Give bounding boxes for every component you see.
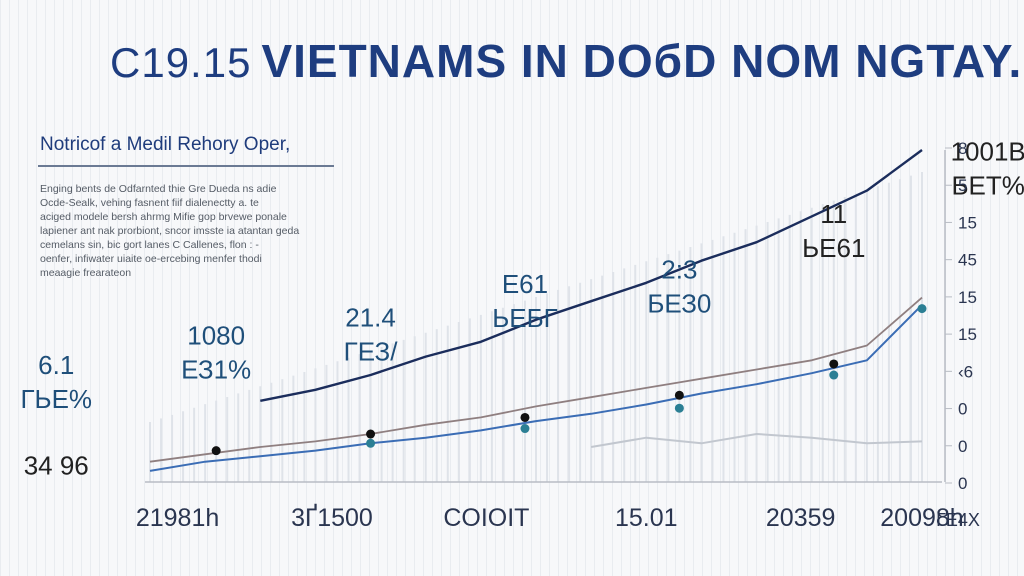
annotation-label: 1080	[187, 321, 245, 351]
annotation-label: 2:3	[661, 254, 697, 284]
blurb-line: oenfer, infiwater uiaite oe-ercebing men…	[40, 253, 262, 265]
y-tick-label: ‹6	[958, 362, 973, 381]
data-point-marker	[917, 304, 927, 314]
annotation-label: 1001B	[951, 136, 1024, 166]
blurb-line: Ocde-Sealk, vehing fasnent fiif dialenec…	[40, 197, 259, 209]
data-annotation: 1001B БЕТ%	[951, 136, 1024, 200]
series-line-blue-line	[149, 304, 923, 472]
data-point-marker	[520, 424, 530, 434]
data-point-marker	[366, 438, 376, 448]
series-line-top-trend	[260, 149, 923, 402]
annotation-label: ГЬЕ%	[20, 384, 92, 414]
x-tick-label: 21981h	[136, 504, 219, 532]
data-point-marker	[674, 403, 684, 413]
annotation-label: 21.4	[345, 302, 396, 332]
chart-subtitle: Notricof a Medil Rehory Oper,	[40, 134, 291, 155]
annotation-label: 11	[820, 199, 847, 229]
y-tick-label: 45	[958, 251, 977, 270]
y-tick-label: 15	[958, 213, 977, 232]
subtitle-divider	[38, 165, 334, 167]
x-tick-label: 3Ґ1500	[291, 503, 373, 532]
y-tick-label: 0	[958, 400, 967, 419]
title-text: VIETNAMS IN DOбD NOM NGTAY.	[261, 35, 1023, 87]
series-line-grey-line	[590, 433, 923, 448]
blurb-line: Enging bents de Odfarnted thie Gre Dueda…	[40, 183, 277, 195]
x-tick-label: 15.01	[615, 504, 678, 532]
annotation-label: БЕТ%	[951, 170, 1024, 200]
title-number: С19.15	[110, 39, 252, 86]
data-annotation: 34 96	[24, 451, 89, 481]
annotation-label: 6.1	[38, 350, 74, 380]
grid-layer	[149, 172, 923, 482]
data-point-marker	[211, 446, 221, 456]
markers-layer	[211, 304, 927, 456]
annotation-label: ЬЕ61	[802, 233, 865, 263]
x-tick-label: 20359	[766, 504, 836, 532]
annotation-label: ЬЕБГ	[492, 303, 558, 333]
annotation-label: ГЕЗ/	[344, 336, 399, 366]
data-point-marker	[366, 429, 376, 439]
data-point-marker	[674, 390, 684, 400]
data-annotation: 1080 ЕЗ1%	[181, 321, 251, 385]
annotation-label: БЕЗ0	[647, 288, 711, 318]
data-annotation: 11 ЬЕ61	[802, 199, 865, 263]
data-point-marker	[829, 359, 839, 369]
x-tick-label: ГЕ4X	[936, 510, 980, 530]
annotation-label: 34 96	[24, 451, 89, 481]
annotation-label: ЕЗ1%	[181, 355, 251, 385]
x-tick-label: 20098h	[880, 504, 963, 532]
series-layer	[149, 149, 923, 472]
data-annotation: Е61 ЬЕБГ	[492, 269, 558, 333]
axes-layer	[145, 150, 946, 483]
data-annotation: 6.1 ГЬЕ%	[20, 350, 92, 414]
description-blurb: Enging bents de Odfarnted thie Gre Dueda…	[40, 182, 340, 280]
y-tick-label: 15	[958, 325, 977, 344]
blurb-line: cemelans sin, bic gort lanes C Callenes,…	[40, 239, 259, 251]
x-tick-label: COIOIT	[443, 504, 529, 532]
blurb-line: meaagie frearateon	[40, 267, 132, 279]
y-tick-label: 15	[958, 288, 977, 307]
chart-title: С19.15 VIETNAMS IN DOбD NOM NGTAY.	[110, 34, 1021, 88]
data-point-marker	[520, 412, 530, 422]
y-tick-label: 0	[958, 437, 967, 456]
data-annotation: 21.4 ГЕЗ/	[344, 302, 399, 366]
y-tick-label: 5	[958, 176, 967, 195]
blurb-line: lapiener ant nak prorbiont, sncor imsste…	[40, 225, 300, 237]
annotations-layer: 6.1 ГЬЕ% 34 96 1080 ЕЗ1% 21.4 ГЕЗ/Е61 ЬЕБГ 2:3 БЕ…	[20, 136, 1024, 480]
y-tick-label: 8	[958, 139, 967, 158]
annotation-label: Е61	[502, 269, 548, 299]
series-line-brown-line	[149, 296, 923, 463]
blurb-line: aciged modele bersh ahrmg Mifie gop brve…	[40, 211, 287, 223]
data-annotation: 2:3 БЕЗ0	[647, 254, 711, 318]
y-tick-label: 0	[958, 474, 967, 493]
data-point-marker	[829, 370, 839, 380]
